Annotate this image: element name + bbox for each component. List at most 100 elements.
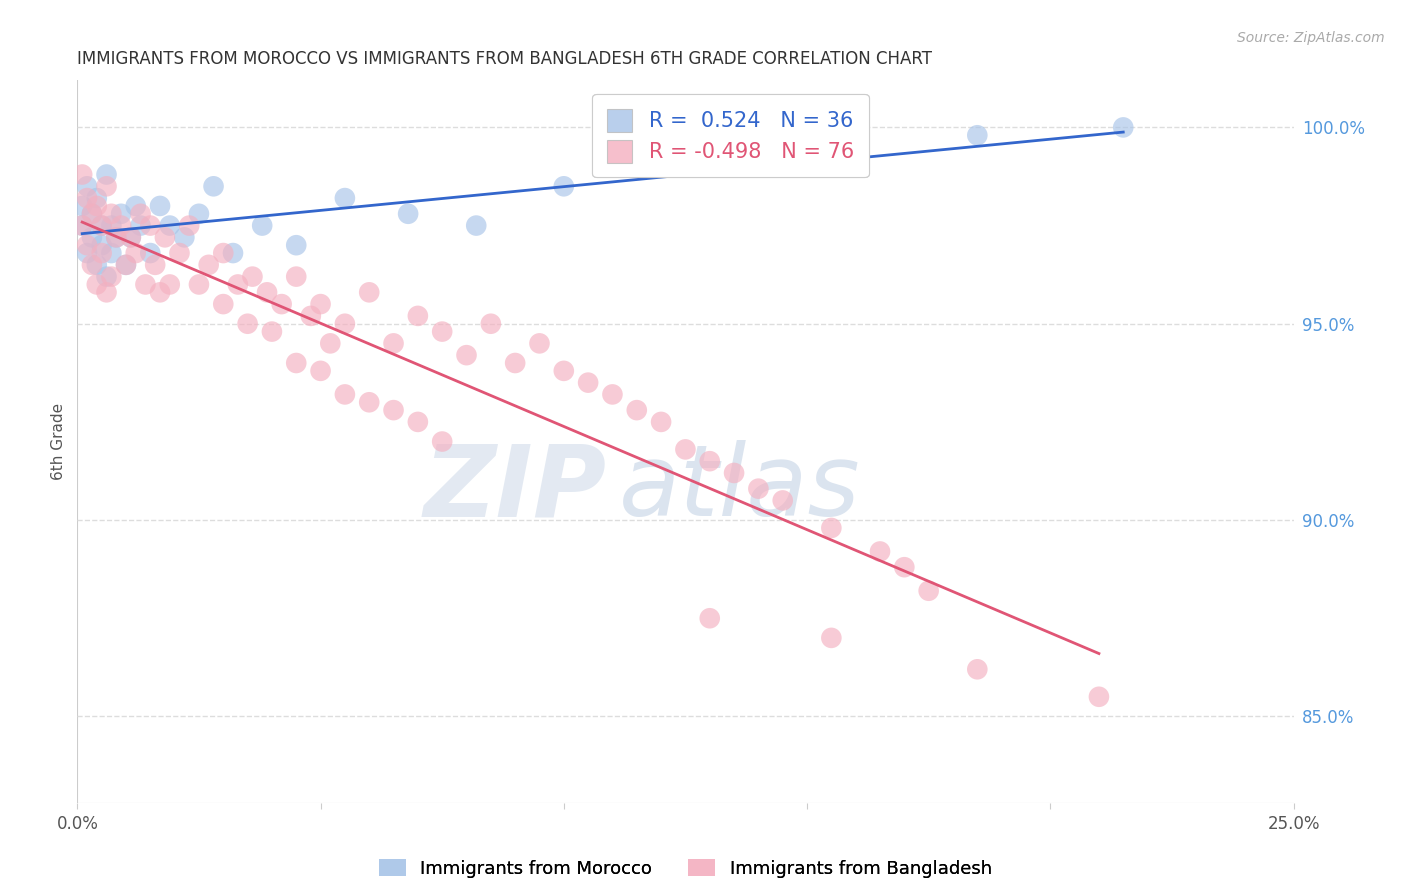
Point — [125, 246, 148, 260]
Point — [139, 219, 162, 233]
Point — [100, 207, 122, 221]
Point — [1088, 690, 1111, 704]
Point — [129, 219, 152, 233]
Text: Source: ZipAtlas.com: Source: ZipAtlas.com — [1237, 31, 1385, 45]
Point — [90, 238, 112, 252]
Point — [723, 466, 745, 480]
Point — [869, 544, 891, 558]
Point — [820, 631, 842, 645]
Point — [149, 199, 172, 213]
Point — [120, 230, 142, 244]
Point — [70, 168, 93, 182]
Point — [105, 230, 128, 244]
Point — [86, 191, 108, 205]
Point — [86, 277, 108, 292]
Point — [465, 219, 488, 233]
Point — [285, 269, 308, 284]
Point — [188, 277, 211, 292]
Point — [80, 207, 103, 221]
Point — [820, 521, 842, 535]
Point — [406, 415, 429, 429]
Point — [966, 662, 988, 676]
Point — [285, 238, 308, 252]
Point — [70, 219, 93, 233]
Point — [105, 230, 128, 244]
Point — [70, 219, 93, 233]
Point — [139, 246, 162, 260]
Point — [675, 442, 697, 457]
Point — [430, 434, 453, 449]
Point — [260, 325, 283, 339]
Point — [456, 348, 478, 362]
Point — [406, 309, 429, 323]
Point — [86, 258, 108, 272]
Point — [299, 309, 322, 323]
Point — [100, 219, 122, 233]
Point — [699, 454, 721, 468]
Point — [197, 258, 219, 272]
Point — [270, 297, 292, 311]
Point — [212, 246, 235, 260]
Point — [76, 191, 98, 205]
Point — [149, 285, 172, 300]
Point — [382, 403, 405, 417]
Point — [76, 238, 98, 252]
Point — [188, 207, 211, 221]
Point — [90, 246, 112, 260]
Point — [80, 230, 103, 244]
Point — [100, 246, 122, 260]
Point — [626, 403, 648, 417]
Point — [96, 269, 118, 284]
Point — [90, 219, 112, 233]
Point — [359, 395, 381, 409]
Point — [430, 325, 453, 339]
Point — [115, 258, 138, 272]
Point — [236, 317, 259, 331]
Point — [256, 285, 278, 300]
Text: ZIP: ZIP — [423, 440, 606, 537]
Point — [1112, 120, 1135, 135]
Point — [699, 152, 721, 166]
Point — [309, 297, 332, 311]
Point — [173, 230, 195, 244]
Text: atlas: atlas — [619, 440, 860, 537]
Point — [966, 128, 988, 143]
Point — [333, 191, 356, 205]
Point — [396, 207, 419, 221]
Point — [153, 230, 176, 244]
Point — [125, 199, 148, 213]
Point — [319, 336, 342, 351]
Point — [143, 258, 166, 272]
Point — [80, 207, 103, 221]
Point — [250, 219, 273, 233]
Point — [96, 179, 118, 194]
Point — [602, 387, 624, 401]
Point — [359, 285, 381, 300]
Y-axis label: 6th Grade: 6th Grade — [51, 403, 66, 480]
Point — [76, 246, 98, 260]
Point — [76, 179, 98, 194]
Point — [747, 482, 769, 496]
Point — [159, 219, 181, 233]
Point — [222, 246, 245, 260]
Point — [80, 258, 103, 272]
Point — [115, 258, 138, 272]
Legend: Immigrants from Morocco, Immigrants from Bangladesh: Immigrants from Morocco, Immigrants from… — [371, 852, 1000, 885]
Point — [503, 356, 526, 370]
Point — [226, 277, 249, 292]
Point — [212, 297, 235, 311]
Point — [650, 415, 672, 429]
Point — [110, 219, 132, 233]
Point — [134, 277, 156, 292]
Point — [169, 246, 191, 260]
Point — [90, 219, 112, 233]
Point — [179, 219, 201, 233]
Point — [285, 356, 308, 370]
Point — [918, 583, 941, 598]
Point — [699, 611, 721, 625]
Point — [382, 336, 405, 351]
Point — [110, 207, 132, 221]
Point — [479, 317, 502, 331]
Point — [96, 285, 118, 300]
Point — [96, 168, 118, 182]
